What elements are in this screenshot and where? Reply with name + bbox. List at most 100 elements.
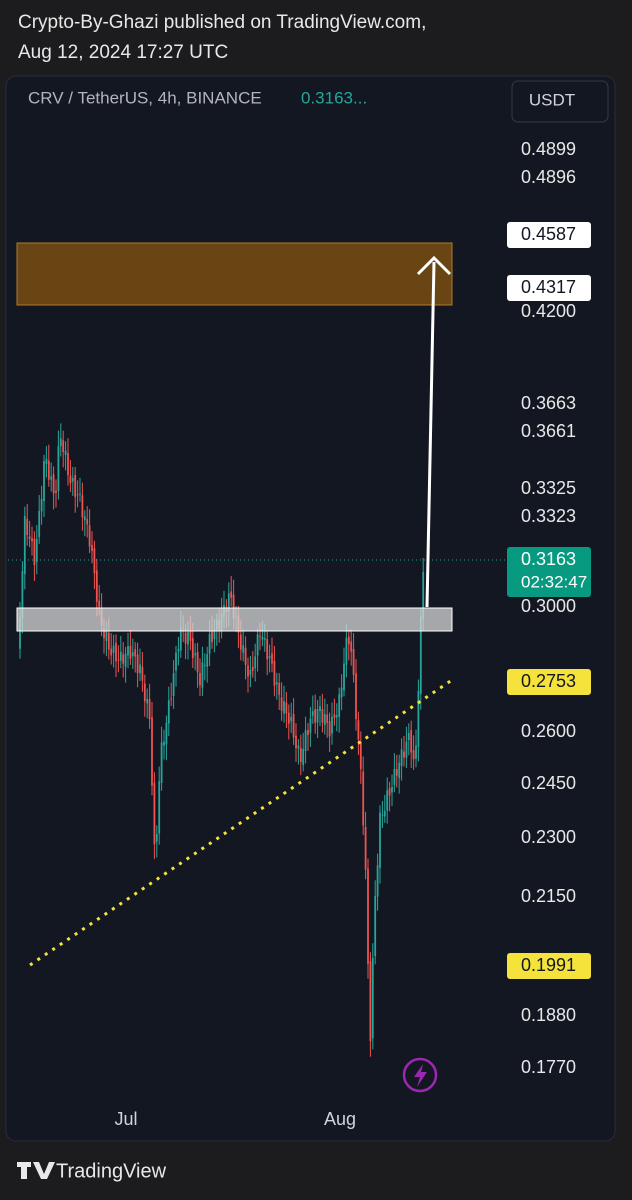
resistance-zone [16, 242, 453, 306]
currency[interactable]: USDT [529, 90, 575, 109]
candle [105, 631, 108, 641]
brand-logo [17, 1162, 55, 1179]
candle [295, 735, 297, 749]
countdown: 02:32:47 [521, 572, 587, 591]
candle [50, 476, 53, 480]
candle [419, 616, 422, 694]
candle [83, 516, 86, 521]
candle [26, 518, 29, 535]
candle [177, 649, 180, 652]
candle [328, 721, 331, 737]
candle [307, 730, 309, 735]
candle [232, 594, 235, 619]
candle [242, 645, 245, 653]
candle [124, 653, 127, 667]
candle [343, 663, 345, 691]
candle [251, 667, 254, 671]
candle [292, 714, 295, 738]
candle [184, 632, 187, 644]
candle [407, 733, 410, 741]
candle [357, 720, 360, 740]
candle [59, 438, 62, 447]
candle [314, 709, 317, 723]
candle [52, 474, 55, 494]
trendline [29, 678, 453, 967]
price-label: 0.2600 [521, 721, 576, 741]
price-label: 0.1770 [521, 1057, 576, 1077]
candle [196, 651, 199, 673]
candle [76, 494, 79, 496]
candle [148, 699, 151, 720]
alert-icon[interactable] [402, 1057, 438, 1093]
candle [115, 642, 117, 662]
candle [383, 810, 386, 817]
price-label-box [507, 547, 591, 597]
candle [410, 730, 413, 753]
candle [391, 786, 393, 793]
candle [278, 683, 281, 695]
candle [400, 749, 403, 766]
candle [319, 706, 321, 711]
support-zone [16, 607, 453, 632]
candle [412, 750, 415, 760]
candle [139, 664, 141, 674]
candle [273, 660, 276, 686]
symbol: CRV / TetherUS, 4h, BINANCE [28, 88, 262, 107]
currency-button[interactable] [511, 80, 609, 123]
candle [131, 652, 134, 657]
bolt [414, 1064, 427, 1087]
candle [143, 683, 146, 702]
candle [151, 717, 153, 786]
brand: TradingView [56, 1160, 167, 1182]
candle [244, 647, 247, 665]
candle [403, 751, 405, 758]
price-label: 0.4200 [521, 301, 576, 321]
candle [266, 639, 269, 660]
candle [415, 745, 417, 759]
candle [374, 896, 377, 957]
candle [141, 666, 144, 681]
candle [321, 709, 324, 723]
candle [119, 651, 122, 661]
candle [38, 510, 41, 538]
candle [211, 631, 213, 643]
candle [275, 682, 278, 685]
candle [122, 654, 125, 664]
candle [290, 717, 293, 722]
candle [367, 868, 369, 964]
candle [331, 716, 333, 734]
candle [64, 450, 67, 456]
price-label: 0.4896 [521, 167, 576, 187]
candle [247, 665, 249, 677]
candle [74, 475, 77, 497]
candle [283, 701, 285, 714]
candle [165, 722, 168, 745]
price-label: 0.2150 [521, 886, 576, 906]
candle [239, 634, 242, 650]
candle [304, 730, 307, 751]
candle [103, 628, 105, 639]
candle [117, 659, 120, 661]
price-label: 0.4899 [521, 139, 576, 159]
candle [160, 742, 163, 783]
candle [69, 475, 72, 484]
candle [388, 788, 391, 796]
candle [110, 648, 113, 656]
candle [311, 711, 314, 716]
candle [355, 673, 357, 720]
candle [23, 515, 26, 574]
candle [345, 637, 348, 665]
candle [364, 826, 367, 870]
candle [398, 762, 401, 778]
price-label: 0.3163 [521, 549, 576, 569]
price-label-box [507, 275, 591, 301]
candle [323, 714, 326, 726]
candle [107, 632, 110, 650]
candle [134, 649, 137, 657]
candle [256, 634, 259, 656]
price-label: 0.3325 [521, 478, 576, 498]
price-label-box [507, 222, 591, 248]
candle [28, 536, 31, 539]
candle [167, 700, 170, 724]
